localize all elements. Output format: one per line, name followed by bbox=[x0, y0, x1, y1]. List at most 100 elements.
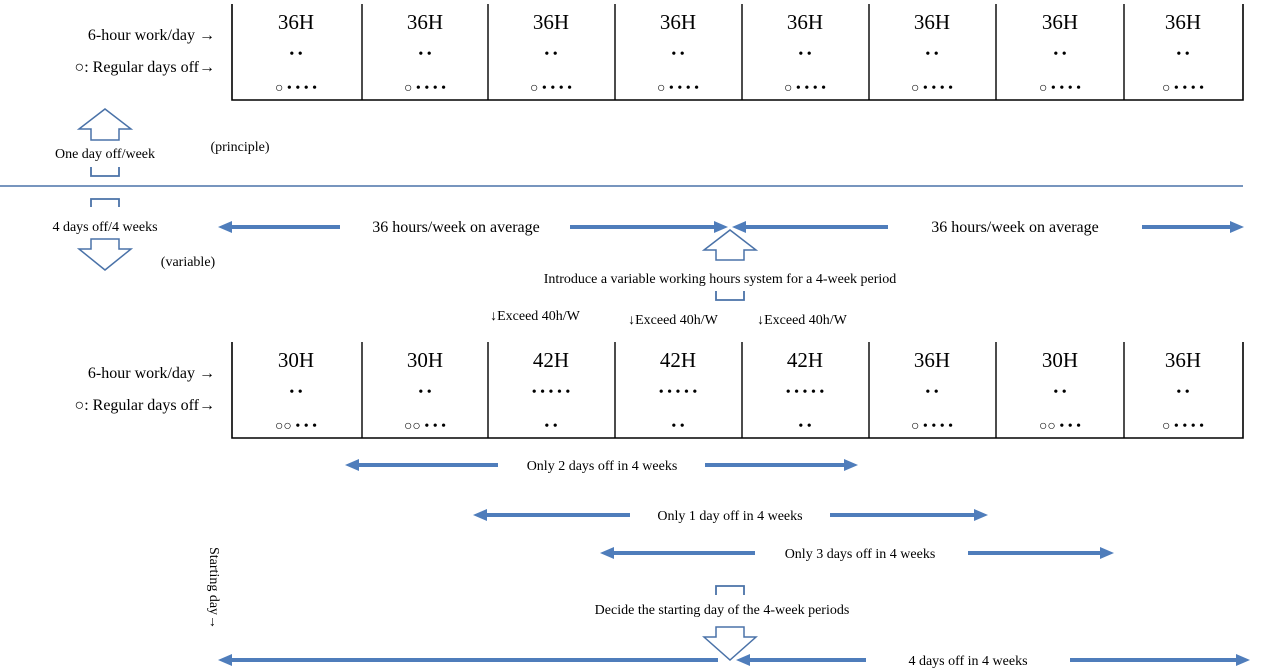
work-dots: • • bbox=[544, 47, 557, 62]
span-arrow-four-days bbox=[736, 654, 1250, 666]
top-week-cell: 36H • • ○ • • • • bbox=[275, 10, 317, 96]
span-arrow-three-days bbox=[600, 547, 1114, 559]
off-dots: ○ • • • • bbox=[784, 81, 826, 96]
off-dots: ○ • • • • bbox=[404, 81, 446, 96]
off-dots: • • bbox=[798, 419, 811, 434]
work-dots: • • • • • bbox=[659, 385, 698, 400]
week-hours: 36H bbox=[1165, 10, 1201, 34]
bottom-week-dividers bbox=[361, 342, 1125, 438]
off-dots: ○ • • • • bbox=[1162, 419, 1204, 434]
top-row-label-off: ○: Regular days off→ bbox=[75, 59, 215, 76]
week-hours: 36H bbox=[787, 10, 823, 34]
average-left-arrow bbox=[218, 221, 728, 233]
work-dots: • • bbox=[289, 47, 302, 62]
principle-tag: (principle) bbox=[210, 140, 269, 155]
bottom-week-cell: 30H • • ○○ • • • bbox=[1039, 348, 1081, 434]
off-dots: ○ • • • • bbox=[1039, 81, 1081, 96]
top-week-cell: 36H • • ○ • • • • bbox=[530, 10, 572, 96]
week-hours: 42H bbox=[533, 348, 569, 372]
bottom-week-cell: 30H • • ○○ • • • bbox=[275, 348, 317, 434]
bottom-week-cell: 42H • • • • • • • bbox=[786, 348, 825, 434]
bottom-table: 6-hour work/day → ○: Regular days off→ 3… bbox=[75, 342, 1244, 439]
work-dots: • • bbox=[671, 47, 684, 62]
bottom-week-cell: 30H • • ○○ • • • bbox=[404, 348, 446, 434]
off-dots: • • bbox=[544, 419, 557, 434]
span-one-day-label: Only 1 day off in 4 weeks bbox=[657, 509, 802, 524]
bracket-bottom-icon bbox=[90, 167, 120, 177]
bracket-top-icon bbox=[90, 198, 120, 207]
hollow-up-arrow-center-icon bbox=[701, 229, 759, 261]
bottom-week-cell: 36H • • ○ • • • • bbox=[911, 348, 953, 434]
week-hours: 36H bbox=[1165, 348, 1201, 372]
work-dots: • • • • • bbox=[532, 385, 571, 400]
bottom-table-frame bbox=[231, 342, 1244, 439]
week-hours: 36H bbox=[1042, 10, 1078, 34]
exceed-label-3: ↓Exceed 40h/W bbox=[757, 313, 848, 328]
average-right-label: 36 hours/week on average bbox=[931, 219, 1099, 236]
span-arrow-two-days bbox=[345, 459, 858, 471]
bracket-decide-icon bbox=[715, 585, 745, 595]
off-dots: ○ • • • • bbox=[530, 81, 572, 96]
off-dots: • • bbox=[671, 419, 684, 434]
week-hours: 30H bbox=[407, 348, 443, 372]
week-hours: 36H bbox=[914, 10, 950, 34]
off-dots: ○ • • • • bbox=[1162, 81, 1204, 96]
hollow-up-arrow-icon bbox=[76, 108, 134, 141]
work-dots: • • bbox=[925, 385, 938, 400]
bracket-center-icon bbox=[715, 291, 745, 301]
off-dots: ○ • • • • bbox=[911, 81, 953, 96]
top-week-cell: 36H • • ○ • • • • bbox=[404, 10, 446, 96]
week-hours: 36H bbox=[660, 10, 696, 34]
off-dots: ○○ • • • bbox=[1039, 419, 1081, 434]
top-week-cell: 36H • • ○ • • • • bbox=[784, 10, 826, 96]
variable-tag: (variable) bbox=[161, 255, 216, 270]
average-right-arrow bbox=[732, 221, 1244, 233]
off-dots: ○○ • • • bbox=[404, 419, 446, 434]
work-dots: • • bbox=[418, 385, 431, 400]
off-dots: ○○ • • • bbox=[275, 419, 317, 434]
span-two-days-label: Only 2 days off in 4 weeks bbox=[527, 459, 678, 474]
work-dots: • • bbox=[798, 47, 811, 62]
work-dots: • • bbox=[289, 385, 302, 400]
work-dots: • • bbox=[1053, 385, 1066, 400]
off-dots: ○ • • • • bbox=[275, 81, 317, 96]
work-dots: • • bbox=[418, 47, 431, 62]
hollow-down-arrow-decide-icon bbox=[702, 626, 758, 662]
top-row-label-work: 6-hour work/day → bbox=[88, 27, 215, 44]
top-week-dividers bbox=[361, 4, 1125, 100]
starting-day-label: Starting day→ bbox=[206, 547, 221, 629]
bottom-week-cell: 42H • • • • • • • bbox=[659, 348, 698, 434]
week-hours: 36H bbox=[533, 10, 569, 34]
span-four-days-label: 4 days off in 4 weeks bbox=[908, 654, 1027, 669]
top-week-cell: 36H • • ○ • • • • bbox=[911, 10, 953, 96]
four-days-off-label: 4 days off/4 weeks bbox=[52, 220, 157, 235]
decide-text: Decide the starting day of the 4-week pe… bbox=[595, 603, 850, 618]
bottom-week-cell: 36H • • ○ • • • • bbox=[1162, 348, 1204, 434]
top-table-frame bbox=[231, 4, 1244, 101]
week-hours: 36H bbox=[914, 348, 950, 372]
bottom-row-label-work: 6-hour work/day → bbox=[88, 365, 215, 382]
top-week-cell: 36H • • ○ • • • • bbox=[1039, 10, 1081, 96]
top-week-cell: 36H • • ○ • • • • bbox=[657, 10, 699, 96]
hollow-down-arrow-icon bbox=[76, 238, 134, 271]
span-arrow-starting bbox=[218, 654, 718, 666]
work-dots: • • bbox=[1176, 385, 1189, 400]
week-hours: 30H bbox=[1042, 348, 1078, 372]
span-arrow-one-day bbox=[473, 509, 988, 521]
work-dots: • • bbox=[1053, 47, 1066, 62]
week-hours: 42H bbox=[660, 348, 696, 372]
bottom-week-cell: 42H • • • • • • • bbox=[532, 348, 571, 434]
top-week-cell: 36H • • ○ • • • • bbox=[1162, 10, 1204, 96]
introduce-text: Introduce a variable working hours syste… bbox=[544, 272, 897, 287]
off-dots: ○ • • • • bbox=[911, 419, 953, 434]
week-hours: 30H bbox=[278, 348, 314, 372]
work-dots: • • bbox=[1176, 47, 1189, 62]
average-left-label: 36 hours/week on average bbox=[372, 219, 540, 236]
week-hours: 42H bbox=[787, 348, 823, 372]
week-hours: 36H bbox=[407, 10, 443, 34]
off-dots: ○ • • • • bbox=[657, 81, 699, 96]
work-dots: • • bbox=[925, 47, 938, 62]
top-table: 6-hour work/day → ○: Regular days off→ 3… bbox=[75, 4, 1244, 101]
exceed-label-2: ↓Exceed 40h/W bbox=[628, 313, 719, 328]
